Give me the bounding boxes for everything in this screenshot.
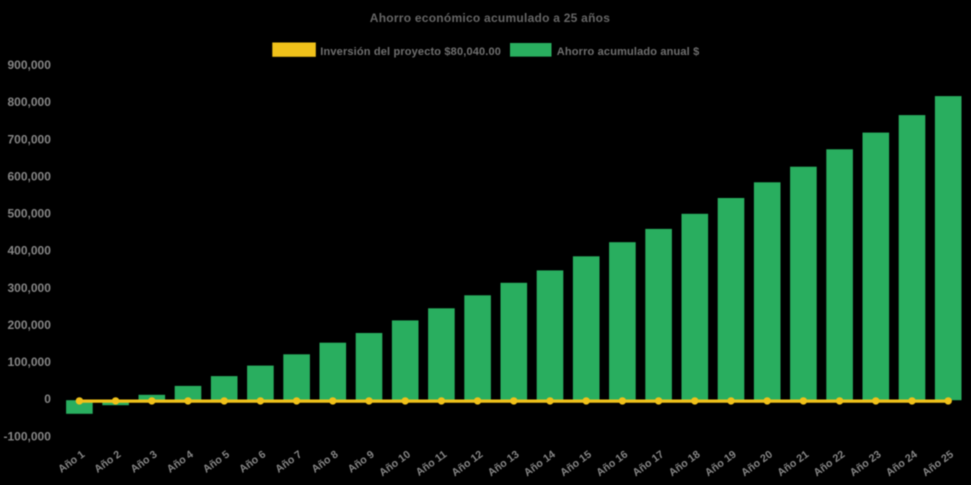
svg-text:600,000: 600,000 xyxy=(8,169,52,183)
svg-text:Ahorro económico acumulado a 2: Ahorro económico acumulado a 25 años xyxy=(370,11,610,25)
svg-text:100,000: 100,000 xyxy=(8,355,52,369)
svg-text:200,000: 200,000 xyxy=(8,318,52,332)
svg-text:0: 0 xyxy=(44,392,51,406)
svg-text:-100,000: -100,000 xyxy=(4,429,52,443)
svg-text:300,000: 300,000 xyxy=(8,281,52,295)
svg-text:Ahorro acumulado anual $: Ahorro acumulado anual $ xyxy=(557,46,700,58)
svg-text:500,000: 500,000 xyxy=(8,207,52,221)
svg-text:900,000: 900,000 xyxy=(8,58,52,72)
svg-text:400,000: 400,000 xyxy=(8,244,52,258)
svg-text:Inversión del proyecto $80,040: Inversión del proyecto $80,040.00 xyxy=(320,46,501,58)
svg-text:800,000: 800,000 xyxy=(8,95,52,109)
svg-text:700,000: 700,000 xyxy=(8,132,52,146)
